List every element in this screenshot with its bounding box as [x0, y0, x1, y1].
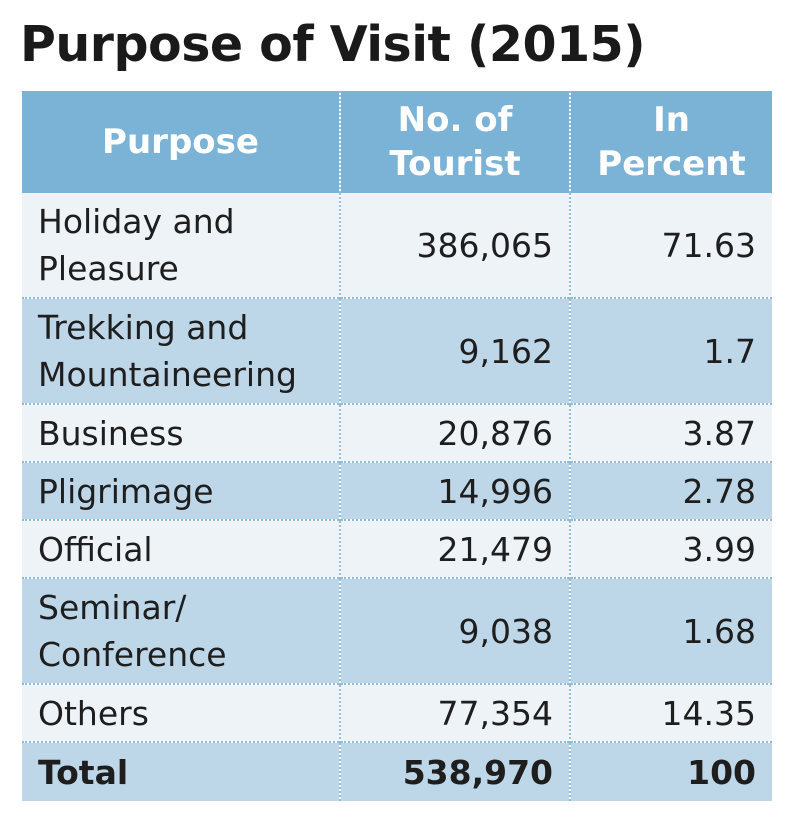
purpose-cell: Holiday and Pleasure [22, 193, 341, 298]
purpose-line2: Mountaineering [38, 355, 297, 394]
purpose-cell: Official [22, 519, 341, 578]
percent-cell: 71.63 [570, 193, 772, 298]
tourists-cell: 21,479 [340, 519, 571, 578]
chart-title: Purpose of Visit (2015) [20, 16, 646, 73]
percent-cell: 14.35 [570, 683, 772, 742]
header-tourists-line2: Tourist [389, 144, 521, 184]
header-percent-line2: Percent [597, 144, 746, 184]
percent-cell: 1.68 [570, 577, 772, 684]
table-row: Trekking and Mountaineering 9,162 1.7 [22, 297, 772, 404]
percent-cell: 3.87 [570, 403, 772, 462]
purpose-cell: Trekking and Mountaineering [22, 297, 341, 404]
header-purpose: Purpose [22, 91, 341, 193]
table-row: Pligrimage 14,996 2.78 [22, 461, 772, 520]
purpose-line1: Trekking and [38, 308, 249, 347]
purpose-cell: Pligrimage [22, 461, 341, 520]
purpose-cell: Business [22, 403, 341, 462]
total-row: Total 538,970 100 [22, 741, 772, 801]
table-row: Business 20,876 3.87 [22, 403, 772, 462]
tourists-cell: 14,996 [340, 461, 571, 520]
percent-cell: 2.78 [570, 461, 772, 520]
header-tourists: No. of Tourist [340, 91, 571, 193]
purpose-cell: Seminar/Conference [22, 577, 341, 684]
header-percent: In Percent [570, 91, 772, 193]
tourists-cell: 9,038 [340, 577, 571, 684]
table-body: Holiday and Pleasure 386,065 71.63 Trekki… [22, 193, 772, 801]
purpose-line1: Seminar/ [38, 588, 187, 627]
purpose-cell: Others [22, 683, 341, 742]
table-row: Official 21,479 3.99 [22, 519, 772, 578]
table-row: Others 77,354 14.35 [22, 683, 772, 742]
tourists-cell: 386,065 [340, 193, 571, 298]
table-row: Seminar/Conference 9,038 1.68 [22, 577, 772, 684]
percent-cell: 1.7 [570, 297, 772, 404]
purpose-of-visit-table: Purpose No. of Tourist In Percent Holiday … [22, 91, 772, 801]
tourists-cell: 9,162 [340, 297, 571, 404]
header-percent-line1: In [653, 100, 690, 140]
table-header: Purpose No. of Tourist In Percent [22, 91, 772, 193]
tourists-cell: 77,354 [340, 683, 571, 742]
purpose-line2: Pleasure [38, 249, 179, 288]
header-row: Purpose No. of Tourist In Percent [22, 91, 772, 193]
purpose-line2: Conference [38, 635, 227, 674]
total-percent: 100 [570, 741, 772, 801]
table-row: Holiday and Pleasure 386,065 71.63 [22, 193, 772, 298]
total-label: Total [22, 741, 341, 801]
purpose-line1: Holiday and [38, 202, 235, 241]
total-tourists: 538,970 [340, 741, 571, 801]
header-purpose-label: Purpose [102, 122, 259, 162]
percent-cell: 3.99 [570, 519, 772, 578]
tourists-cell: 20,876 [340, 403, 571, 462]
header-tourists-line1: No. of [397, 100, 513, 140]
